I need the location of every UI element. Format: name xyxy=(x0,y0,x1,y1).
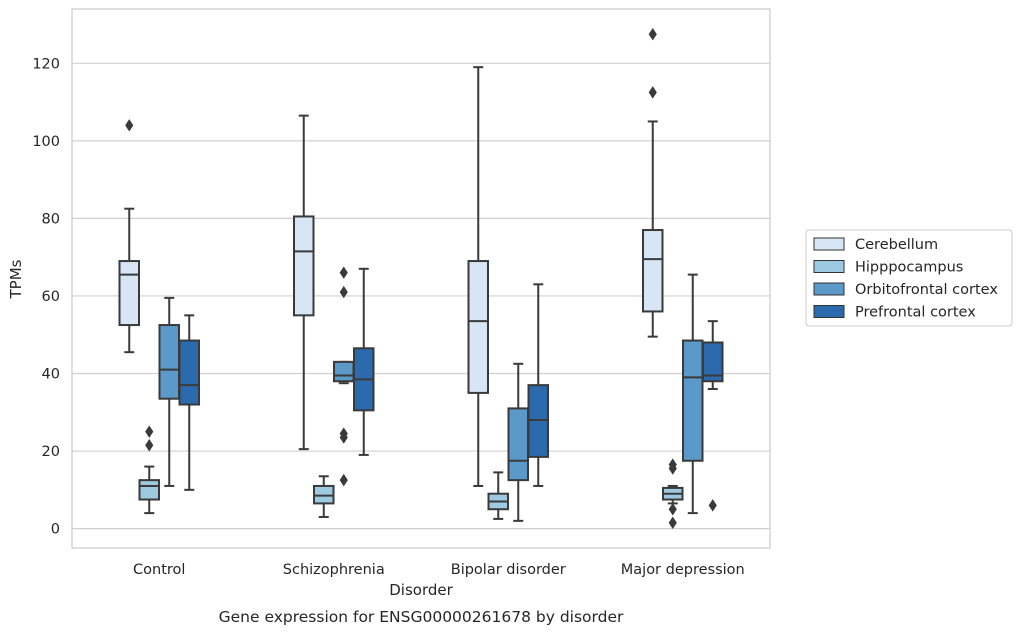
outlier-point xyxy=(648,86,657,99)
outlier-point xyxy=(145,425,154,438)
box xyxy=(293,215,315,317)
legend-label: Hipppocampus xyxy=(855,260,963,276)
box-group xyxy=(178,314,200,491)
legend: Cerebellum Hipppocampus Orbitofrontal cort… xyxy=(805,229,1013,327)
legend-item: Hipppocampus xyxy=(813,260,963,276)
outlier-point xyxy=(648,27,657,41)
legend-items: Cerebellum Hipppocampus Orbitofrontal cort… xyxy=(813,237,998,321)
outlier-point xyxy=(339,266,348,279)
y-axis-tick-labels: 0 20 40 60 80 100 120 xyxy=(32,56,60,537)
outlier-point xyxy=(339,427,348,440)
box xyxy=(158,324,180,400)
box-group xyxy=(662,458,684,530)
box-group xyxy=(702,320,724,512)
box-group xyxy=(118,119,140,354)
box-group xyxy=(467,66,489,487)
box xyxy=(467,260,489,394)
box-group xyxy=(487,471,509,520)
box xyxy=(642,229,664,313)
box xyxy=(333,360,355,383)
box xyxy=(702,341,724,383)
outlier-point xyxy=(708,499,717,512)
outlier-point xyxy=(668,502,677,516)
outlier-point xyxy=(339,285,348,299)
legend-item: Prefrontal cortex xyxy=(813,305,976,321)
x-tick-label: Schizophrenia xyxy=(283,562,385,578)
outlier-point xyxy=(125,119,134,132)
legend-frame xyxy=(805,229,1013,327)
box-group xyxy=(313,475,335,518)
box-group xyxy=(293,114,315,451)
outlier-point xyxy=(668,458,677,471)
box-group xyxy=(353,267,375,456)
legend-label: Cerebellum xyxy=(855,237,938,253)
box xyxy=(118,260,140,327)
legend-swatch xyxy=(813,260,845,273)
legend-swatch xyxy=(813,237,845,251)
box xyxy=(178,339,200,406)
chart-caption: Gene expression for ENSG00000261678 by d… xyxy=(219,608,624,626)
legend-label: Prefrontal cortex xyxy=(855,305,976,321)
box-group xyxy=(138,425,160,515)
x-axis-tick-labels: Control Schizophrenia Bipolar disorder Majo… xyxy=(133,562,745,578)
y-axis-label: TPMs xyxy=(7,259,25,299)
outlier-point xyxy=(339,473,348,487)
box-group xyxy=(682,273,704,515)
series-orbitofrontal-cortex xyxy=(158,266,704,522)
series-cerebellum xyxy=(118,27,664,487)
y-tick-label: 100 xyxy=(32,134,60,150)
legend-item: Cerebellum xyxy=(813,237,938,253)
legend-swatch xyxy=(813,305,845,318)
y-tick-label: 80 xyxy=(42,211,60,227)
y-tick-label: 60 xyxy=(42,289,60,305)
box-group xyxy=(527,283,549,487)
y-tick-label: 0 xyxy=(51,522,60,538)
box xyxy=(682,339,704,462)
outlier-point xyxy=(145,439,154,452)
series-prefrontal-cortex xyxy=(178,267,724,512)
series-hipppocampus xyxy=(138,425,684,530)
legend-swatch xyxy=(813,282,845,296)
x-tick-label: Major depression xyxy=(621,562,745,578)
y-tick-label: 120 xyxy=(32,56,60,72)
box-group xyxy=(642,27,664,338)
y-tick-label: 40 xyxy=(42,367,60,383)
legend-item: Orbitofrontal cortex xyxy=(813,282,998,298)
box-group xyxy=(507,362,529,522)
x-axis-label: Disorder xyxy=(389,581,453,599)
box-group xyxy=(158,296,180,487)
y-tick-label: 20 xyxy=(42,444,60,460)
outlier-point xyxy=(668,516,677,530)
box xyxy=(507,407,529,482)
box-plot-series xyxy=(118,27,724,530)
plot-frame xyxy=(71,8,771,549)
x-tick-label: Control xyxy=(133,562,185,578)
x-tick-label: Bipolar disorder xyxy=(451,562,566,578)
legend-label: Orbitofrontal cortex xyxy=(855,282,998,298)
box xyxy=(138,479,160,501)
